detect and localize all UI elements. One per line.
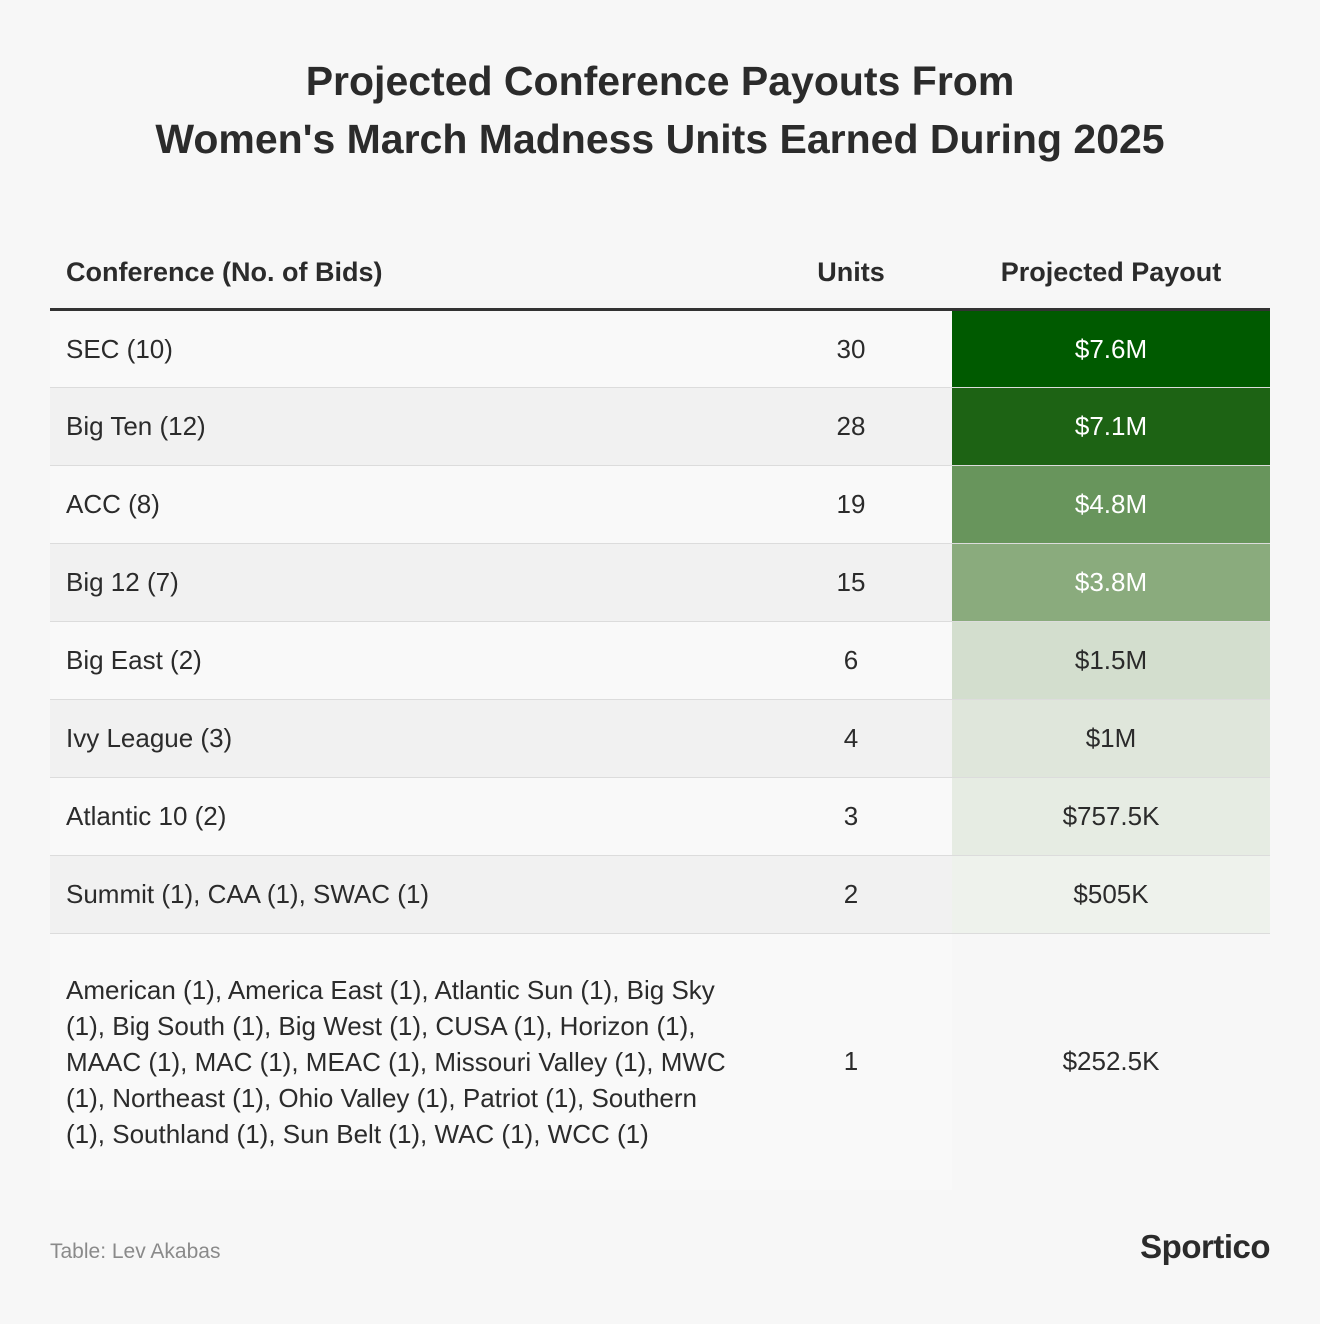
- units-cell: 2: [750, 855, 952, 934]
- units-cell: 30: [750, 309, 952, 388]
- table-row: Summit (1), CAA (1), SWAC (1) 2 $505K: [50, 855, 1270, 934]
- payout-cell: $7.1M: [952, 387, 1270, 466]
- table-body: SEC (10) 30 $7.6M Big Ten (12) 28 $7.1M …: [50, 309, 1270, 1190]
- payout-cell: $7.6M: [952, 309, 1270, 388]
- conference-cell: Summit (1), CAA (1), SWAC (1): [50, 855, 750, 934]
- table-row: Big East (2) 6 $1.5M: [50, 621, 1270, 700]
- header-projected-payout: Projected Payout: [952, 236, 1270, 311]
- conference-cell: American (1), America East (1), Atlantic…: [50, 933, 750, 1190]
- conference-cell: Big Ten (12): [50, 387, 750, 466]
- units-cell: 19: [750, 465, 952, 544]
- payout-cell: $1.5M: [952, 621, 1270, 700]
- table-row: ACC (8) 19 $4.8M: [50, 465, 1270, 544]
- table-row: SEC (10) 30 $7.6M: [50, 309, 1270, 388]
- table-header-row: Conference (No. of Bids) Units Projected…: [50, 236, 1270, 311]
- table-row: Big Ten (12) 28 $7.1M: [50, 387, 1270, 466]
- payout-cell: $505K: [952, 855, 1270, 934]
- conference-cell: Big 12 (7): [50, 543, 750, 622]
- payout-cell: $1M: [952, 699, 1270, 778]
- units-cell: 15: [750, 543, 952, 622]
- header-conference: Conference (No. of Bids): [50, 236, 750, 311]
- table-row: Big 12 (7) 15 $3.8M: [50, 543, 1270, 622]
- conference-cell: Ivy League (3): [50, 699, 750, 778]
- conference-cell: Atlantic 10 (2): [50, 777, 750, 856]
- units-cell: 1: [750, 933, 952, 1190]
- table-row: Atlantic 10 (2) 3 $757.5K: [50, 777, 1270, 856]
- payouts-table: Conference (No. of Bids) Units Projected…: [50, 236, 1270, 1190]
- source-credit: Table: Lev Akabas: [50, 1240, 221, 1263]
- table-row: Ivy League (3) 4 $1M: [50, 699, 1270, 778]
- conference-cell: ACC (8): [50, 465, 750, 544]
- table-row: American (1), America East (1), Atlantic…: [50, 933, 1270, 1190]
- units-cell: 6: [750, 621, 952, 700]
- chart-title: Projected Conference Payouts From Women'…: [0, 52, 1320, 168]
- payout-cell: $4.8M: [952, 465, 1270, 544]
- payout-cell: $3.8M: [952, 543, 1270, 622]
- conference-cell: SEC (10): [50, 309, 750, 388]
- payout-cell: $252.5K: [952, 933, 1270, 1190]
- units-cell: 4: [750, 699, 952, 778]
- header-units: Units: [750, 236, 952, 311]
- units-cell: 28: [750, 387, 952, 466]
- sportico-logo: Sportico: [1140, 1228, 1270, 1265]
- units-cell: 3: [750, 777, 952, 856]
- payout-cell: $757.5K: [952, 777, 1270, 856]
- chart-title-line-2: Women's March Madness Units Earned Durin…: [155, 116, 1165, 162]
- conference-cell: Big East (2): [50, 621, 750, 700]
- chart-title-line-1: Projected Conference Payouts From: [305, 58, 1015, 104]
